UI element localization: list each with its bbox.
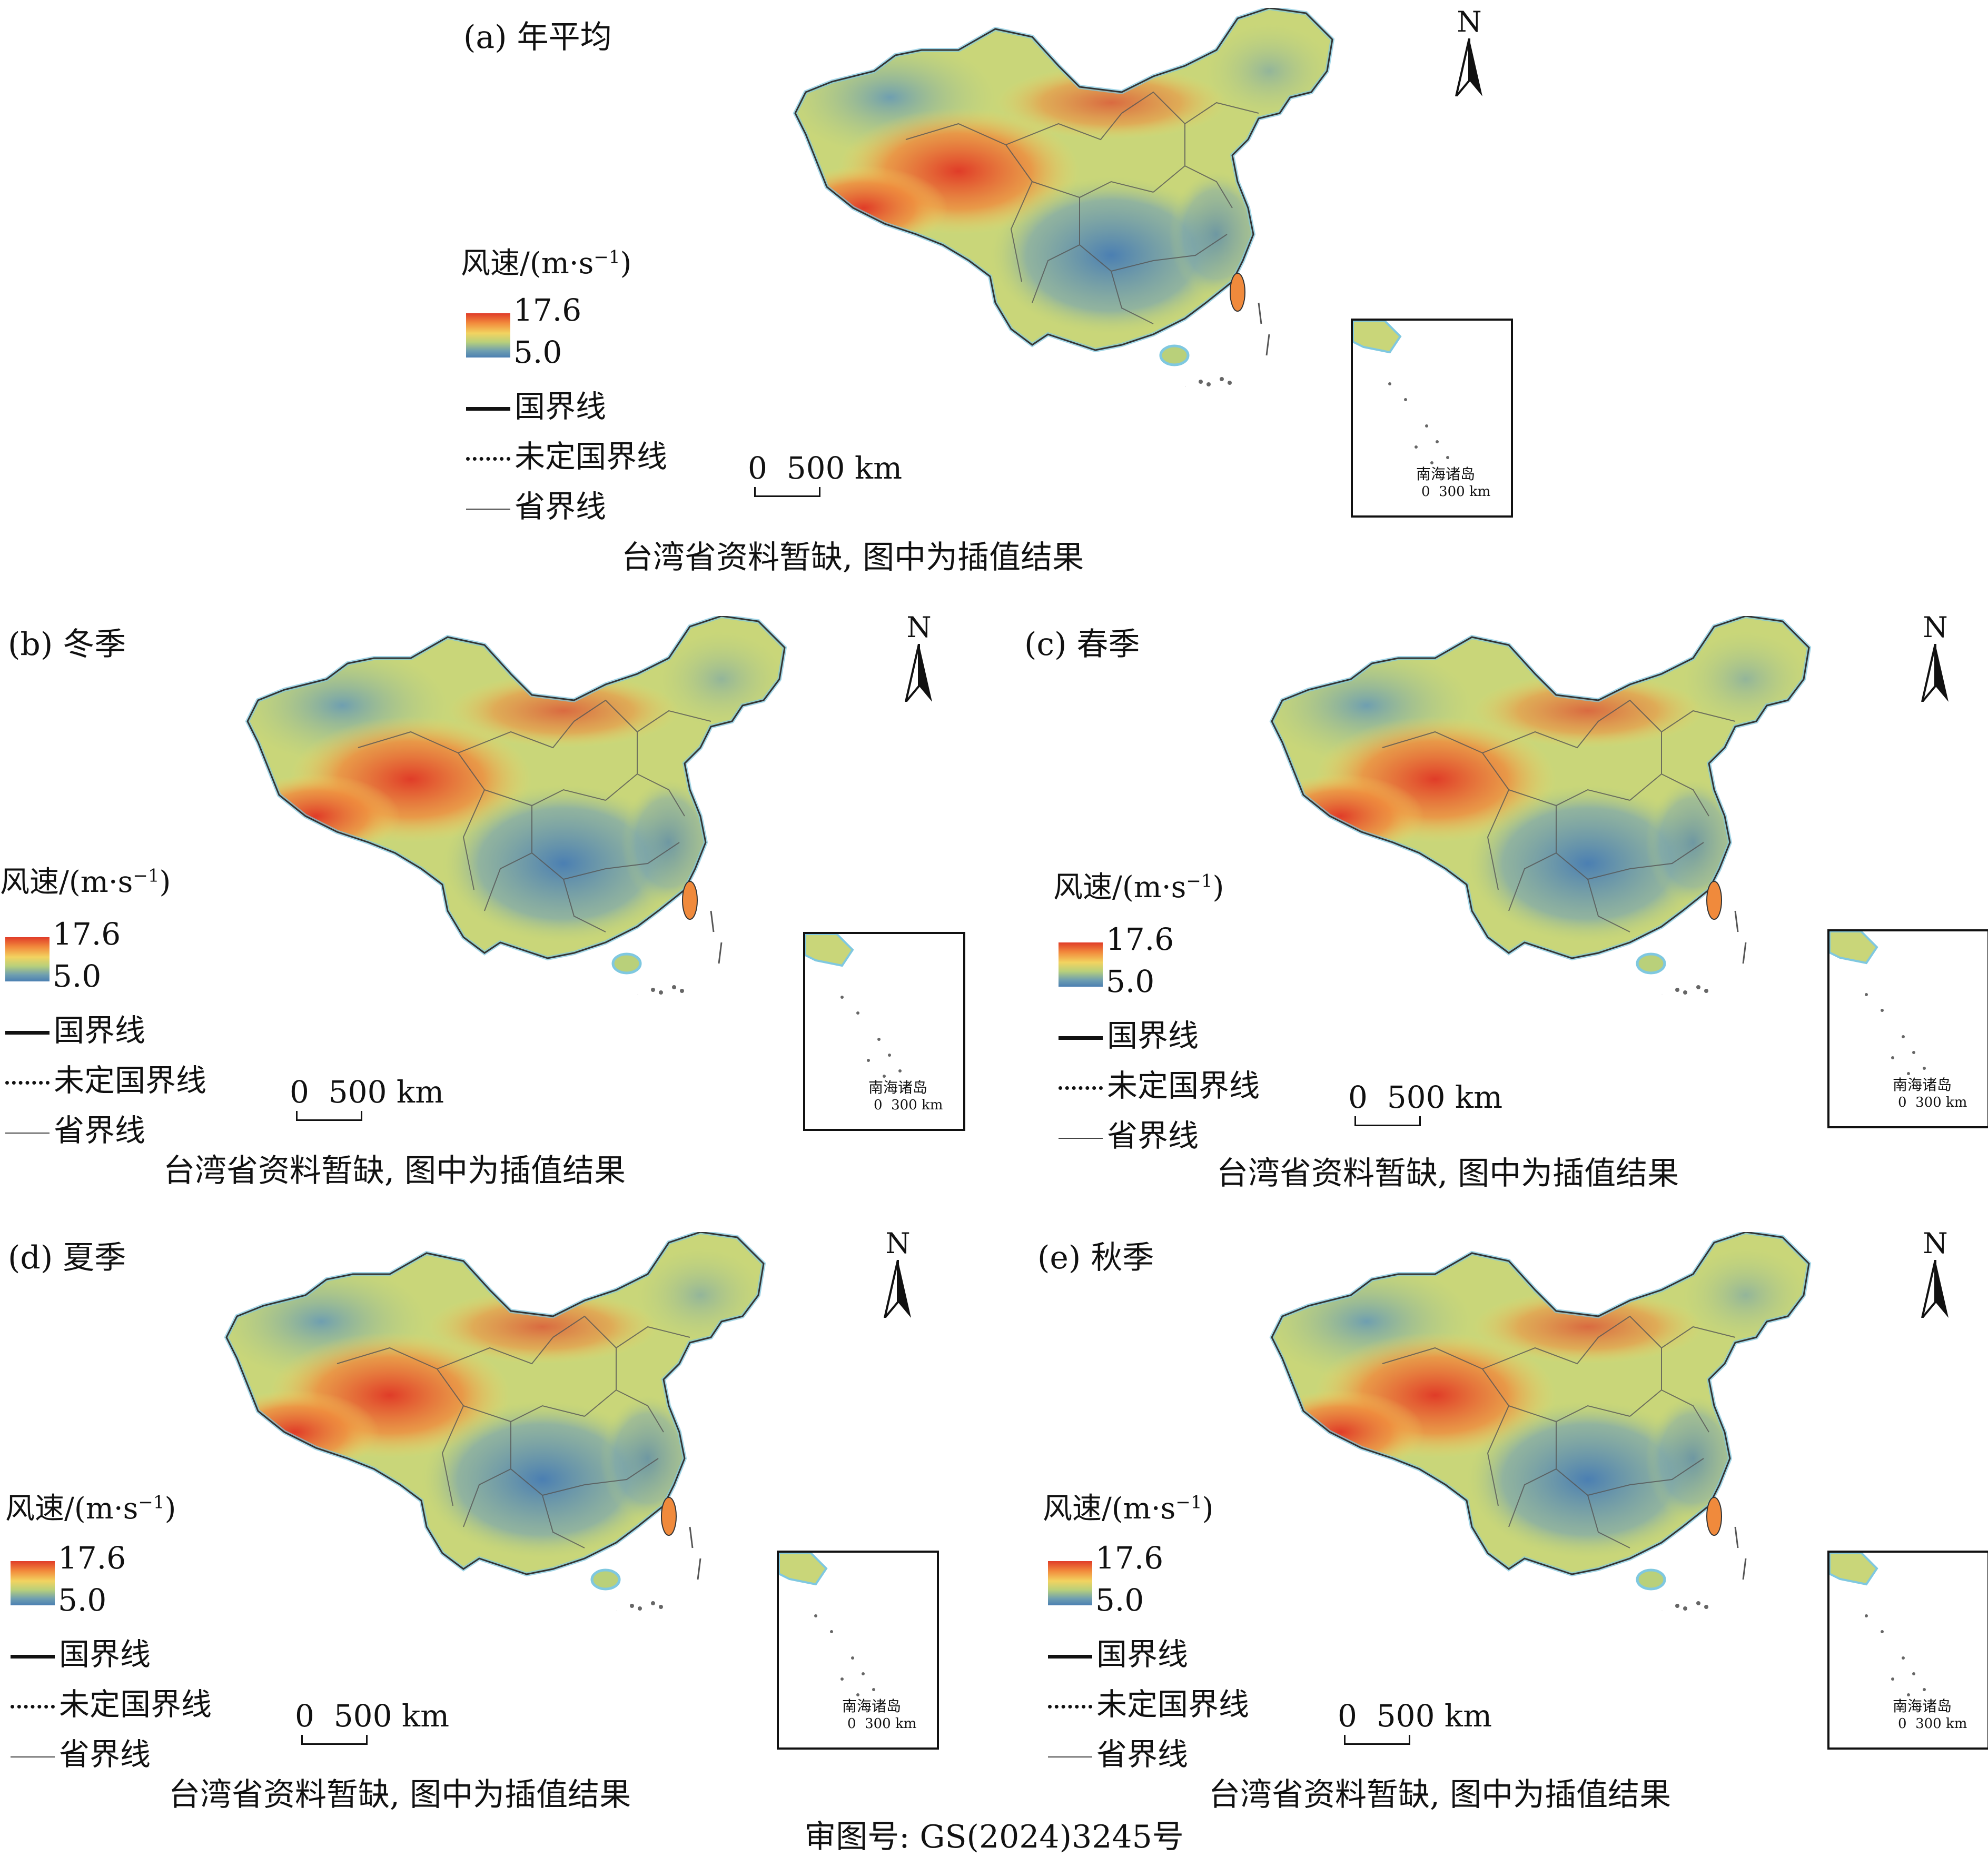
inset-scale: 0 300 km <box>1421 484 1491 500</box>
colorbar <box>466 313 510 358</box>
panel-title: (b) 冬季 <box>8 626 126 663</box>
legend-provincial-border: 省界线 <box>1059 1111 1199 1155</box>
legend-national-border: 国界线 <box>1059 1011 1199 1055</box>
wind-speed-map <box>785 8 1364 387</box>
wind-speed-map <box>237 616 816 995</box>
wind-speed-map <box>1261 616 1841 995</box>
south-china-sea-inset: 南海诸岛 0 300 km <box>803 932 965 1131</box>
panel-title: (d) 夏季 <box>8 1239 126 1276</box>
panel-title: (a) 年平均 <box>463 19 612 56</box>
colorbar-min: 5.0 <box>53 958 102 994</box>
legend-provincial-border: 省界线 <box>1048 1730 1188 1774</box>
panel-title: (e) 秋季 <box>1037 1239 1154 1276</box>
panel-title: (c) 春季 <box>1024 626 1140 663</box>
legend-undetermined-border: 未定国界线 <box>5 1056 206 1100</box>
north-arrow-icon: N <box>1912 611 1959 704</box>
scale-bar: 0 500 km <box>1348 1079 1502 1126</box>
colorbar-min: 5.0 <box>58 1582 107 1618</box>
inset-scale: 0 300 km <box>874 1097 943 1113</box>
legend-provincial-border: 省界线 <box>466 482 606 526</box>
wind-speed-map <box>1261 1232 1841 1611</box>
inset-name: 南海诸岛 <box>868 1079 928 1096</box>
legend-undetermined-border: 未定国界线 <box>1059 1061 1260 1105</box>
legend-national-border: 国界线 <box>11 1630 151 1674</box>
legend-title: 风速/(m·s−1) <box>1053 870 1224 905</box>
legend: 风速/(m·s−1) <box>461 240 631 282</box>
data-note: 台湾省资料暂缺, 图中为插值结果 <box>169 1776 631 1813</box>
colorbar-min: 5.0 <box>1095 1582 1144 1618</box>
north-arrow-icon: N <box>1912 1227 1959 1320</box>
inset-name: 南海诸岛 <box>842 1697 902 1715</box>
legend: 风速/(m·s−1) <box>1043 1485 1213 1527</box>
colorbar <box>11 1561 55 1605</box>
legend-undetermined-border: 未定国界线 <box>11 1680 212 1724</box>
inset-scale: 0 300 km <box>847 1716 917 1732</box>
panel-b: (b) 冬季 风速/(m·s−1) 17.6 5.0 国界线 未定国界线 省界线… <box>0 605 995 1211</box>
south-china-sea-inset: 南海诸岛 0 300 km <box>777 1551 939 1750</box>
data-note: 台湾省资料暂缺, 图中为插值结果 <box>163 1153 626 1189</box>
legend-provincial-border: 省界线 <box>11 1730 151 1774</box>
colorbar-max: 17.6 <box>513 292 582 328</box>
colorbar-max: 17.6 <box>1095 1540 1164 1576</box>
north-arrow-icon: N <box>874 1227 922 1320</box>
inset-name: 南海诸岛 <box>1893 1697 1952 1715</box>
colorbar-min: 5.0 <box>1106 964 1155 999</box>
legend-national-border: 国界线 <box>466 382 606 426</box>
south-china-sea-inset: 南海诸岛 0 300 km <box>1827 929 1988 1128</box>
inset-scale: 0 300 km <box>1898 1095 1967 1110</box>
legend: 风速/(m·s−1) <box>0 858 171 901</box>
legend-undetermined-border: 未定国界线 <box>466 432 667 476</box>
scale-bar: 0 500 km <box>290 1074 444 1121</box>
legend-title: 风速/(m·s−1) <box>1043 1492 1214 1526</box>
panel-a: (a) 年平均 风速/(m·s−1) 17.6 5.0 国界线 未定国界线 省界… <box>0 0 1988 579</box>
inset-scale: 0 300 km <box>1898 1716 1967 1732</box>
colorbar <box>1048 1561 1092 1605</box>
scale-bar: 0 500 km <box>748 450 902 497</box>
data-note: 台湾省资料暂缺, 图中为插值结果 <box>1216 1155 1679 1192</box>
colorbar <box>5 937 50 981</box>
legend: 风速/(m·s−1) <box>5 1485 176 1527</box>
north-arrow-icon: N <box>1446 5 1493 98</box>
south-china-sea-inset: 南海诸岛 0 300 km <box>1827 1551 1988 1750</box>
colorbar-min: 5.0 <box>513 334 562 370</box>
data-note: 台湾省资料暂缺, 图中为插值结果 <box>621 539 1084 576</box>
legend: 风速/(m·s−1) <box>1053 863 1224 906</box>
legend-national-border: 国界线 <box>1048 1630 1188 1674</box>
map-approval-number: 审图号: GS(2024)3245号 <box>804 1819 1184 1855</box>
wind-speed-map <box>216 1232 795 1611</box>
panel-d: (d) 夏季 风速/(m·s−1) 17.6 5.0 国界线 未定国界线 省界线… <box>0 1222 995 1813</box>
scale-bar: 0 500 km <box>295 1698 449 1745</box>
panel-c: (c) 春季 风速/(m·s−1) 17.6 5.0 国界线 未定国界线 省界线… <box>1016 605 1988 1211</box>
legend-title: 风速/(m·s−1) <box>461 246 632 281</box>
scale-bar: 0 500 km <box>1338 1698 1492 1745</box>
colorbar-max: 17.6 <box>58 1540 126 1576</box>
legend-undetermined-border: 未定国界线 <box>1048 1680 1249 1724</box>
north-arrow-icon: N <box>895 611 943 704</box>
legend-title: 风速/(m·s−1) <box>5 1492 176 1526</box>
colorbar-max: 17.6 <box>53 916 121 952</box>
legend-title: 风速/(m·s−1) <box>0 865 171 899</box>
south-china-sea-inset: 南海诸岛 0 300 km <box>1351 319 1513 518</box>
colorbar <box>1059 942 1103 987</box>
inset-name: 南海诸岛 <box>1416 465 1476 483</box>
data-note: 台湾省资料暂缺, 图中为插值结果 <box>1209 1776 1671 1813</box>
legend-provincial-border: 省界线 <box>5 1106 145 1150</box>
legend-national-border: 国界线 <box>5 1006 145 1050</box>
panel-e: (e) 秋季 风速/(m·s−1) 17.6 5.0 国界线 未定国界线 省界线… <box>1016 1222 1988 1813</box>
inset-name: 南海诸岛 <box>1893 1076 1952 1094</box>
colorbar-max: 17.6 <box>1106 921 1174 957</box>
